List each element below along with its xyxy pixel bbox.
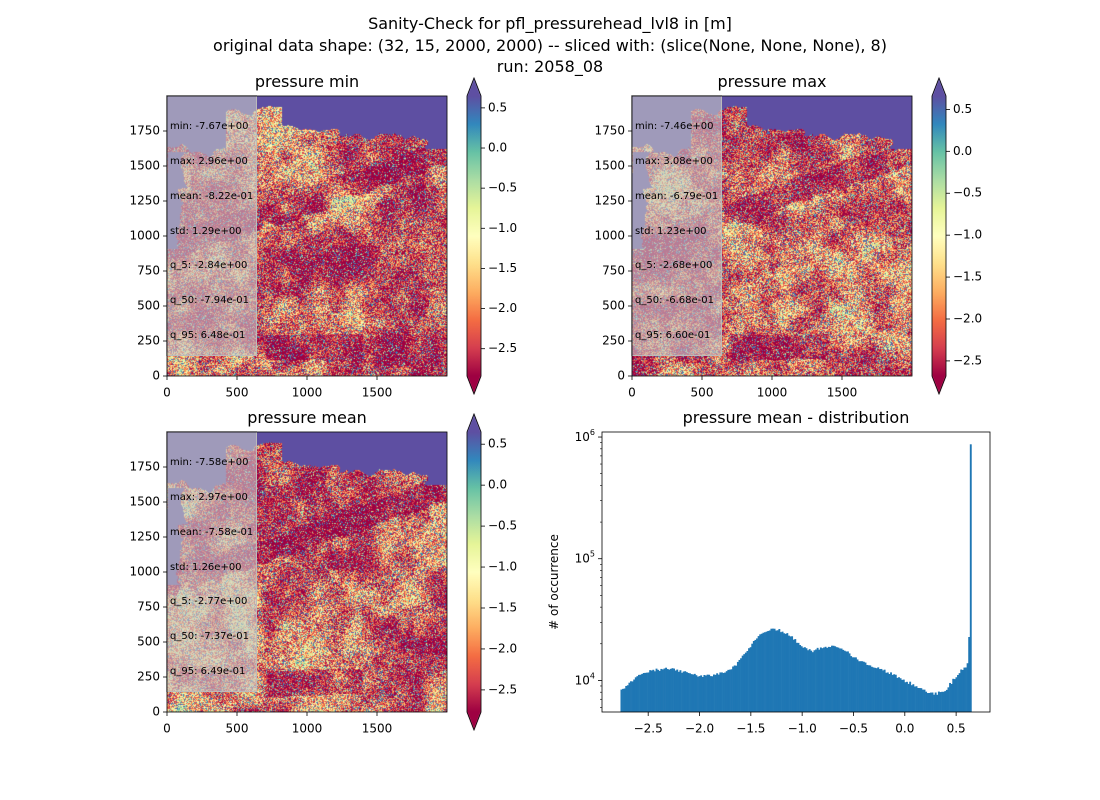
figure-title-line-3: run: 2058_08 [496,57,604,76]
stat-std: std: 1.26e+00 [170,561,242,573]
stat-min: min: -7.58e+00 [170,457,249,469]
stat-q95: q_95: 6.60e-01 [635,329,711,341]
stat-q50: q_50: -6.68e-01 [635,295,714,307]
stat-max: max: 2.96e+00 [170,155,248,167]
stat-q5: q_5: -2.84e+00 [170,260,248,272]
stat-mean: mean: -8.22e-01 [170,190,254,202]
stat-q95: q_95: 6.49e-01 [170,665,246,677]
panel-title-pressure-min: pressure min [254,72,360,91]
stat-std: std: 1.29e+00 [170,225,242,237]
stats-box-pressure-max: min: -7.46e+00 max: 3.08e+00 mean: -6.79… [631,95,723,357]
figure-title-line-1: Sanity-Check for pfl_pressurehead_lvl8 i… [368,14,732,33]
stat-mean: mean: -7.58e-01 [170,526,254,538]
stat-min: min: -7.67e+00 [170,121,249,133]
stat-q5: q_5: -2.77e+00 [170,596,248,608]
stat-q50: q_50: -7.37e-01 [170,631,249,643]
stat-max: max: 2.97e+00 [170,491,248,503]
stat-q5: q_5: -2.68e+00 [635,260,713,272]
stat-mean: mean: -6.79e-01 [635,190,719,202]
stat-std: std: 1.23e+00 [635,225,707,237]
stat-max: max: 3.08e+00 [635,155,713,167]
stat-min: min: -7.46e+00 [635,121,714,133]
panel-title-pressure-mean: pressure mean [247,408,367,427]
stat-q95: q_95: 6.48e-01 [170,329,246,341]
panel-title-pressure-max: pressure max [717,72,827,91]
stats-box-pressure-mean: min: -7.58e+00 max: 2.97e+00 mean: -7.58… [166,431,258,693]
figure-title-line-2: original data shape: (32, 15, 2000, 2000… [213,36,887,55]
panel-title-distribution: pressure mean - distribution [682,408,910,427]
stats-box-pressure-min: min: -7.67e+00 max: 2.96e+00 mean: -8.22… [166,95,258,357]
stat-q50: q_50: -7.94e-01 [170,295,249,307]
